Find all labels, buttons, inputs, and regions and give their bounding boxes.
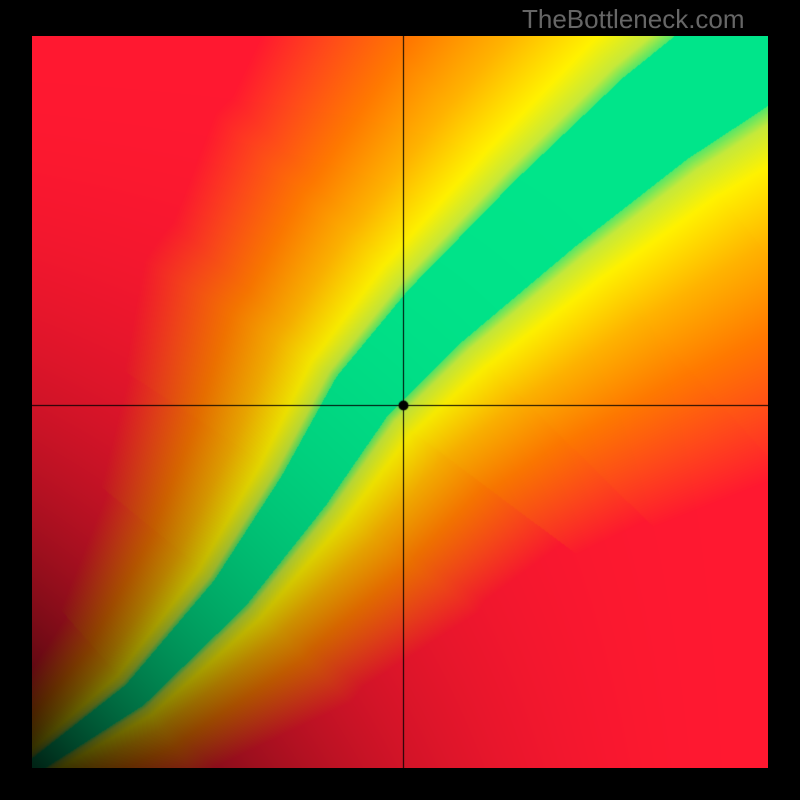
bottleneck-heatmap <box>32 36 768 768</box>
watermark-text: TheBottleneck.com <box>522 4 745 35</box>
